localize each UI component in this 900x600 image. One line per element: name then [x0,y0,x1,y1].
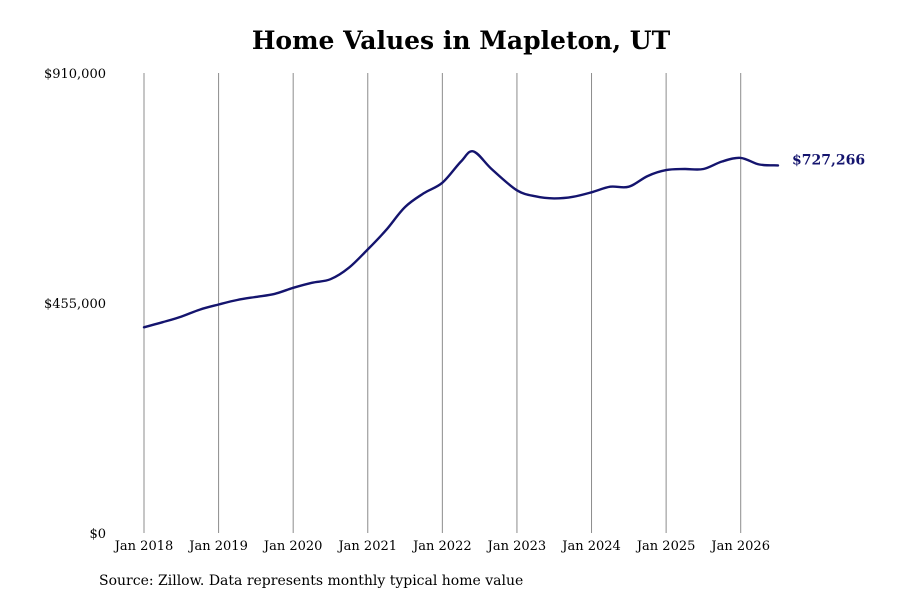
grid-lines [143,73,742,533]
x-tick-label: Jan 2019 [187,539,248,554]
x-tick-label: Jan 2026 [709,539,770,554]
y-tick-label: $0 [89,527,106,542]
chart-title: Home Values in Mapleton, UT [251,26,671,55]
x-tick-label: Jan 2020 [262,539,323,554]
x-tick-label: Jan 2024 [560,539,621,554]
home-value-line [142,150,780,329]
x-tick-label: Jan 2021 [336,539,397,554]
y-tick-label: $455,000 [44,297,106,312]
y-axis-ticks: $0 $455,000 $910,000 [44,67,106,542]
end-value-label: $727,266 [792,152,865,168]
source-note: Source: Zillow. Data represents monthly … [99,573,524,589]
x-tick-label: Jan 2023 [486,539,547,554]
x-axis-ticks: Jan 2018 Jan 2019 Jan 2020 Jan 2021 Jan 2022… [113,539,770,554]
y-tick-label: $910,000 [44,67,106,82]
x-tick-label: Jan 2018 [113,539,174,554]
x-tick-label: Jan 2022 [411,539,472,554]
x-tick-label: Jan 2025 [635,539,696,554]
